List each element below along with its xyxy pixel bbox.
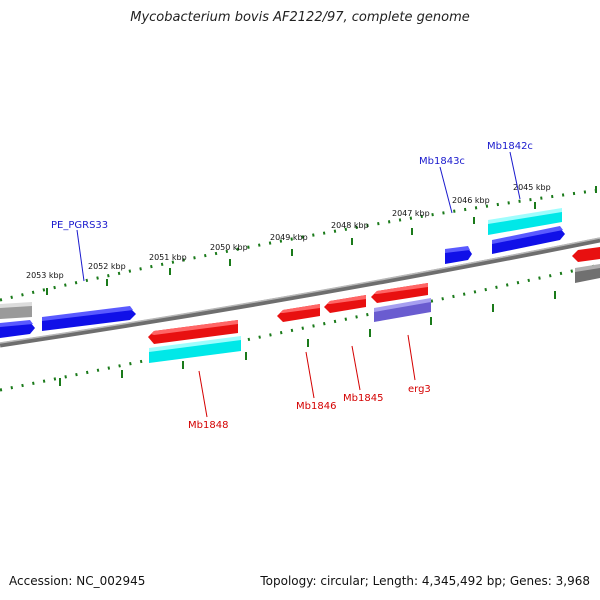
kbp-label-2052: 2052 kbp bbox=[88, 262, 126, 271]
kbp-label-2053: 2053 kbp bbox=[26, 271, 64, 280]
feature-grey-left[interactable] bbox=[0, 304, 32, 319]
gene-Mb1842c[interactable] bbox=[492, 228, 565, 254]
label-Mb1845[interactable]: Mb1845 bbox=[343, 393, 383, 404]
label-leaders bbox=[76, 151, 521, 418]
label-Mb1848[interactable]: Mb1848 bbox=[188, 420, 228, 431]
label-Mb1843c[interactable]: Mb1843c bbox=[419, 156, 465, 167]
accession-text: Accession: NC_002945 bbox=[9, 574, 146, 588]
inner-tick-ring bbox=[0, 263, 600, 392]
feature-Mb1848-cyan[interactable] bbox=[149, 338, 241, 363]
label-PE_PGRS33[interactable]: PE_PGRS33 bbox=[51, 220, 108, 231]
kbp-label-2050: 2050 kbp bbox=[210, 243, 248, 252]
genome-backbone bbox=[0, 237, 600, 348]
label-erg3[interactable]: erg3 bbox=[408, 384, 431, 395]
outer-major-ticks bbox=[46, 186, 597, 295]
kbp-label-2051: 2051 kbp bbox=[149, 253, 187, 262]
feature-erg3-purple[interactable] bbox=[374, 300, 431, 322]
kbp-label-2047: 2047 kbp bbox=[392, 209, 430, 218]
kbp-label-2049: 2049 kbp bbox=[270, 233, 308, 242]
gene-PE_PGRS33[interactable] bbox=[42, 308, 136, 331]
label-Mb1842c[interactable]: Mb1842c bbox=[487, 141, 533, 152]
feature-red-right[interactable] bbox=[572, 247, 600, 262]
forward-features bbox=[0, 208, 565, 338]
kbp-label-2046: 2046 kbp bbox=[452, 196, 490, 205]
kbp-label-2048: 2048 kbp bbox=[331, 221, 369, 230]
inner-major-ticks bbox=[59, 291, 556, 386]
genome-backbone-highlight bbox=[0, 237, 600, 344]
kbp-label-2045: 2045 kbp bbox=[513, 183, 551, 192]
reverse-features bbox=[148, 247, 600, 363]
genome-summary-text: Topology: circular; Length: 4,345,492 bp… bbox=[260, 574, 590, 588]
feature-Mb1842c-cyan[interactable] bbox=[488, 210, 562, 235]
label-Mb1846[interactable]: Mb1846 bbox=[296, 401, 336, 412]
map-title: Mycobacterium bovis AF2122/97, complete … bbox=[130, 10, 470, 25]
